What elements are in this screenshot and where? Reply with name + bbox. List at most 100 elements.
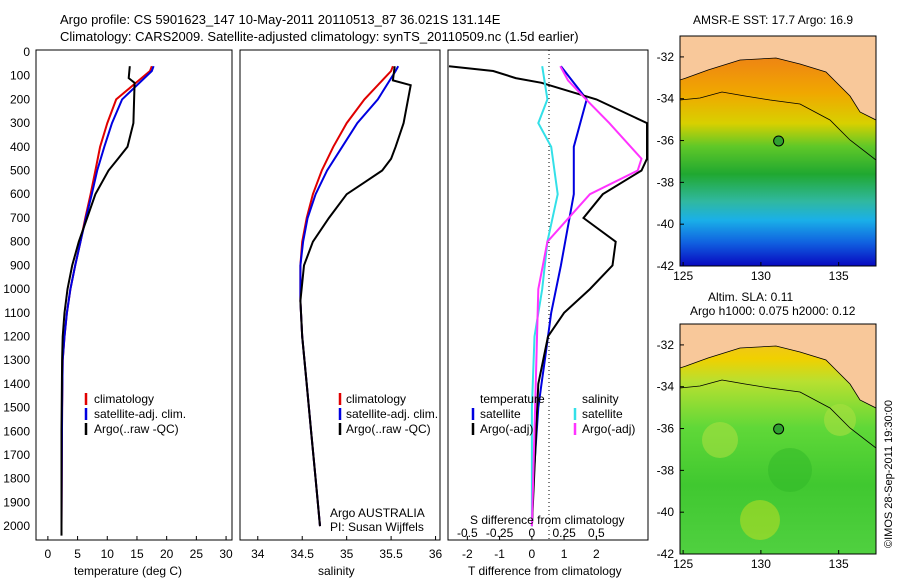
- sla-blob: [768, 448, 812, 492]
- series-line-argo-raw-qc-: [299, 66, 412, 527]
- map-lat-label: -42: [657, 259, 675, 273]
- legend-label-climatology: climatology: [346, 392, 406, 406]
- map-lon-label: 125: [673, 269, 693, 283]
- map-lat-label: -32: [657, 338, 675, 352]
- depth-tick-label: 1500: [3, 401, 30, 415]
- difference-S-tick-label: 0.25: [552, 526, 576, 540]
- map-lat-label: -34: [657, 380, 675, 394]
- difference-T-tick-label: 0: [529, 547, 536, 561]
- depth-tick-label: 200: [10, 92, 30, 106]
- depth-tick-label: 0: [23, 45, 30, 59]
- station-marker: [773, 423, 785, 435]
- map-lat-label: -40: [657, 505, 675, 519]
- depth-tick-label: 1000: [3, 282, 30, 296]
- depth-tick-label: 2000: [3, 519, 30, 533]
- legend-label-s-satellite: satellite: [582, 407, 623, 421]
- header-line1: Argo profile: CS 5901623_147 10-May-2011…: [60, 12, 501, 27]
- difference-top-label: S difference from climatology: [470, 513, 625, 527]
- difference-legend: temperature satellite Argo(-adj) salinit…: [471, 392, 635, 436]
- map-lon-label: 130: [751, 557, 771, 571]
- sla-blob: [824, 404, 856, 436]
- sla-map: [680, 324, 876, 554]
- map-lat-label: -38: [657, 175, 675, 189]
- sst-map: [680, 36, 876, 266]
- temperature-legend: climatology satellite-adj. clim. Argo(..…: [84, 392, 186, 436]
- depth-tick-label: 1300: [3, 353, 30, 367]
- series-line-salinity-satellite: [530, 66, 559, 527]
- depth-tick-label: 1800: [3, 472, 30, 486]
- map-lat-label: -40: [657, 217, 675, 231]
- series-line-argo-raw-qc-: [60, 66, 136, 536]
- depth-tick-label: 800: [10, 235, 30, 249]
- legend-label-s-argo: Argo(-adj): [582, 422, 635, 436]
- difference-T-tick-label: -1: [494, 547, 505, 561]
- map-lon-label: 135: [829, 269, 849, 283]
- sla-blob: [740, 500, 780, 540]
- map-lat-label: -32: [657, 50, 675, 64]
- legend-label-satellite: satellite-adj. clim.: [94, 407, 186, 421]
- legend-title-salinity: salinity: [582, 392, 619, 406]
- depth-tick-label: 900: [10, 258, 30, 272]
- map-lat-label: -34: [657, 92, 675, 106]
- map-lat-label: -36: [657, 422, 675, 436]
- legend-label-argo: Argo(..raw -QC): [346, 422, 431, 436]
- salinity-x-tick-label: 34.5: [291, 547, 315, 561]
- depth-tick-label: 1700: [3, 448, 30, 462]
- temperature-x-tick-label: 10: [101, 547, 115, 561]
- depth-tick-label: 1100: [4, 306, 30, 320]
- series-line-salinity-argo-adj-: [530, 65, 643, 527]
- temperature-x-tick-label: 5: [74, 547, 81, 561]
- difference-xlabel: T difference from climatology: [468, 564, 622, 578]
- map-lat-label: -36: [657, 134, 675, 148]
- isobath-contour: [680, 379, 876, 449]
- temperature-x-tick-label: 15: [130, 547, 144, 561]
- credit-argo-australia: Argo AUSTRALIA: [330, 506, 425, 520]
- temperature-x-tick-label: 30: [219, 547, 233, 561]
- map-lon-label: 125: [673, 557, 693, 571]
- land-mask: [680, 324, 876, 409]
- depth-tick-label: 1200: [3, 329, 30, 343]
- sst-map-frame: [679, 35, 877, 267]
- credit-text: ©IMOS 28-Sep-2011 19:30:00: [883, 400, 895, 548]
- series-line-temperature-argo-adj-: [448, 65, 648, 527]
- salinity-x-tick-label: 34: [251, 547, 265, 561]
- depth-tick-label: 700: [10, 211, 30, 225]
- legend-label-t-satellite: satellite: [480, 407, 521, 421]
- legend-label-t-argo: Argo(-adj): [480, 422, 533, 436]
- difference-S-tick-label: -0.25: [486, 526, 514, 540]
- difference-S-tick-label: 0: [529, 526, 536, 540]
- header-line2: Climatology: CARS2009. Satellite-adjuste…: [60, 29, 579, 44]
- sst-map-title: AMSR-E SST: 17.7 Argo: 16.9: [693, 13, 853, 27]
- depth-tick-label: 400: [10, 140, 30, 154]
- salinity-x-tick-label: 35: [340, 547, 354, 561]
- depth-tick-label: 1900: [3, 495, 30, 509]
- salinity-panel: [239, 49, 441, 541]
- map-lat-label: -42: [657, 547, 675, 561]
- difference-T-tick-label: 2: [593, 547, 600, 561]
- temperature-xlabel: temperature (deg C): [74, 564, 182, 578]
- temperature-x-tick-label: 0: [45, 547, 52, 561]
- depth-tick-label: 300: [10, 116, 30, 130]
- difference-panel: [447, 49, 649, 541]
- difference-T-tick-label: 1: [561, 547, 568, 561]
- legend-label-satellite: satellite-adj. clim.: [346, 407, 438, 421]
- legend-label-climatology: climatology: [94, 392, 154, 406]
- depth-axis: 0 100 200 300 400 500 600 700 800 900 1000 1100 1200…: [3, 45, 648, 533]
- sla-map-title1: Altim. SLA: 0.11: [708, 290, 793, 304]
- depth-tick-label: 1600: [3, 424, 30, 438]
- salinity-legend: climatology satellite-adj. clim. Argo(..…: [330, 392, 438, 534]
- depth-tick-label: 100: [10, 69, 30, 83]
- series-layer: [60, 65, 648, 536]
- difference-T-tick-label: -2: [462, 547, 473, 561]
- depth-tick-label: 1400: [3, 377, 30, 391]
- credit-pi: PI: Susan Wijffels: [330, 520, 424, 534]
- sla-map-title2: Argo h1000: 0.075 h2000: 0.12: [690, 304, 856, 318]
- depth-tick-label: 500: [10, 164, 30, 178]
- tick-layer: 0 5 10 15 20 25 30 34 34.5 35 35.5 36 -2 -1 0 1 2 -0.5 -0.…: [45, 526, 606, 561]
- difference-S-tick-label: -0.5: [457, 526, 478, 540]
- legend-title-temperature: temperature: [480, 392, 545, 406]
- difference-S-tick-label: 0.5: [588, 526, 605, 540]
- legend-label-argo: Argo(..raw -QC): [94, 422, 179, 436]
